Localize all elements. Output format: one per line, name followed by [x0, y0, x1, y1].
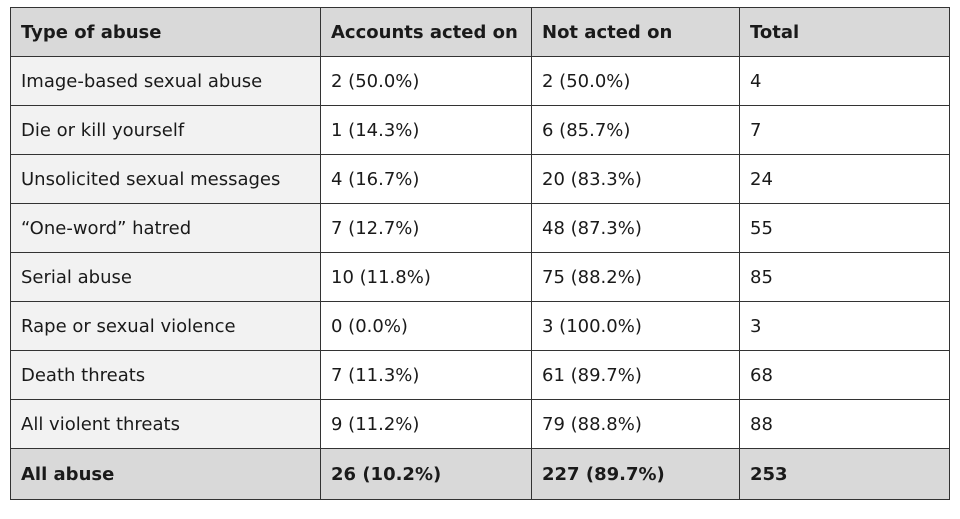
abuse-table-container: Type of abuse Accounts acted on Not acte… — [10, 7, 950, 500]
row-total: 85 — [739, 252, 950, 302]
table-row: Die or kill yourself 1 (14.3%) 6 (85.7%)… — [10, 105, 950, 155]
row-total: 3 — [739, 301, 950, 351]
header-total: Total — [739, 7, 950, 57]
table-row: Death threats 7 (11.3%) 61 (89.7%) 68 — [10, 350, 950, 400]
row-type: Death threats — [10, 350, 321, 400]
row-not-acted-on: 75 (88.2%) — [531, 252, 740, 302]
row-total: 24 — [739, 154, 950, 204]
row-total: 4 — [739, 56, 950, 106]
row-acted-on: 7 (12.7%) — [320, 203, 532, 253]
header-type-of-abuse: Type of abuse — [10, 7, 321, 57]
footer-not-acted-on: 227 (89.7%) — [531, 448, 740, 500]
abuse-table: Type of abuse Accounts acted on Not acte… — [10, 7, 950, 500]
row-total: 7 — [739, 105, 950, 155]
row-acted-on: 10 (11.8%) — [320, 252, 532, 302]
table-row: Rape or sexual violence 0 (0.0%) 3 (100.… — [10, 301, 950, 351]
table-header: Type of abuse Accounts acted on Not acte… — [10, 7, 950, 57]
table-row: All violent threats 9 (11.2%) 79 (88.8%)… — [10, 399, 950, 449]
row-acted-on: 0 (0.0%) — [320, 301, 532, 351]
row-not-acted-on: 6 (85.7%) — [531, 105, 740, 155]
table-footer: All abuse 26 (10.2%) 227 (89.7%) 253 — [10, 448, 950, 500]
row-acted-on: 4 (16.7%) — [320, 154, 532, 204]
row-type: Serial abuse — [10, 252, 321, 302]
row-type: Die or kill yourself — [10, 105, 321, 155]
row-type: Rape or sexual violence — [10, 301, 321, 351]
header-not-acted-on: Not acted on — [531, 7, 740, 57]
row-not-acted-on: 79 (88.8%) — [531, 399, 740, 449]
header-accounts-acted-on: Accounts acted on — [320, 7, 532, 57]
table-row: Image-based sexual abuse 2 (50.0%) 2 (50… — [10, 56, 950, 106]
row-total: 55 — [739, 203, 950, 253]
header-row: Type of abuse Accounts acted on Not acte… — [10, 7, 950, 57]
table-body: Image-based sexual abuse 2 (50.0%) 2 (50… — [10, 56, 950, 449]
row-acted-on: 9 (11.2%) — [320, 399, 532, 449]
row-total: 88 — [739, 399, 950, 449]
total-row: All abuse 26 (10.2%) 227 (89.7%) 253 — [10, 448, 950, 500]
table-row: Unsolicited sexual messages 4 (16.7%) 20… — [10, 154, 950, 204]
table-row: Serial abuse 10 (11.8%) 75 (88.2%) 85 — [10, 252, 950, 302]
row-not-acted-on: 20 (83.3%) — [531, 154, 740, 204]
table-row: “One-word” hatred 7 (12.7%) 48 (87.3%) 5… — [10, 203, 950, 253]
row-type: “One-word” hatred — [10, 203, 321, 253]
row-acted-on: 7 (11.3%) — [320, 350, 532, 400]
row-type: All violent threats — [10, 399, 321, 449]
row-not-acted-on: 2 (50.0%) — [531, 56, 740, 106]
row-type: Image-based sexual abuse — [10, 56, 321, 106]
row-not-acted-on: 3 (100.0%) — [531, 301, 740, 351]
row-acted-on: 1 (14.3%) — [320, 105, 532, 155]
footer-acted-on: 26 (10.2%) — [320, 448, 532, 500]
row-type: Unsolicited sexual messages — [10, 154, 321, 204]
footer-total: 253 — [739, 448, 950, 500]
footer-type: All abuse — [10, 448, 321, 500]
row-total: 68 — [739, 350, 950, 400]
row-acted-on: 2 (50.0%) — [320, 56, 532, 106]
row-not-acted-on: 48 (87.3%) — [531, 203, 740, 253]
row-not-acted-on: 61 (89.7%) — [531, 350, 740, 400]
